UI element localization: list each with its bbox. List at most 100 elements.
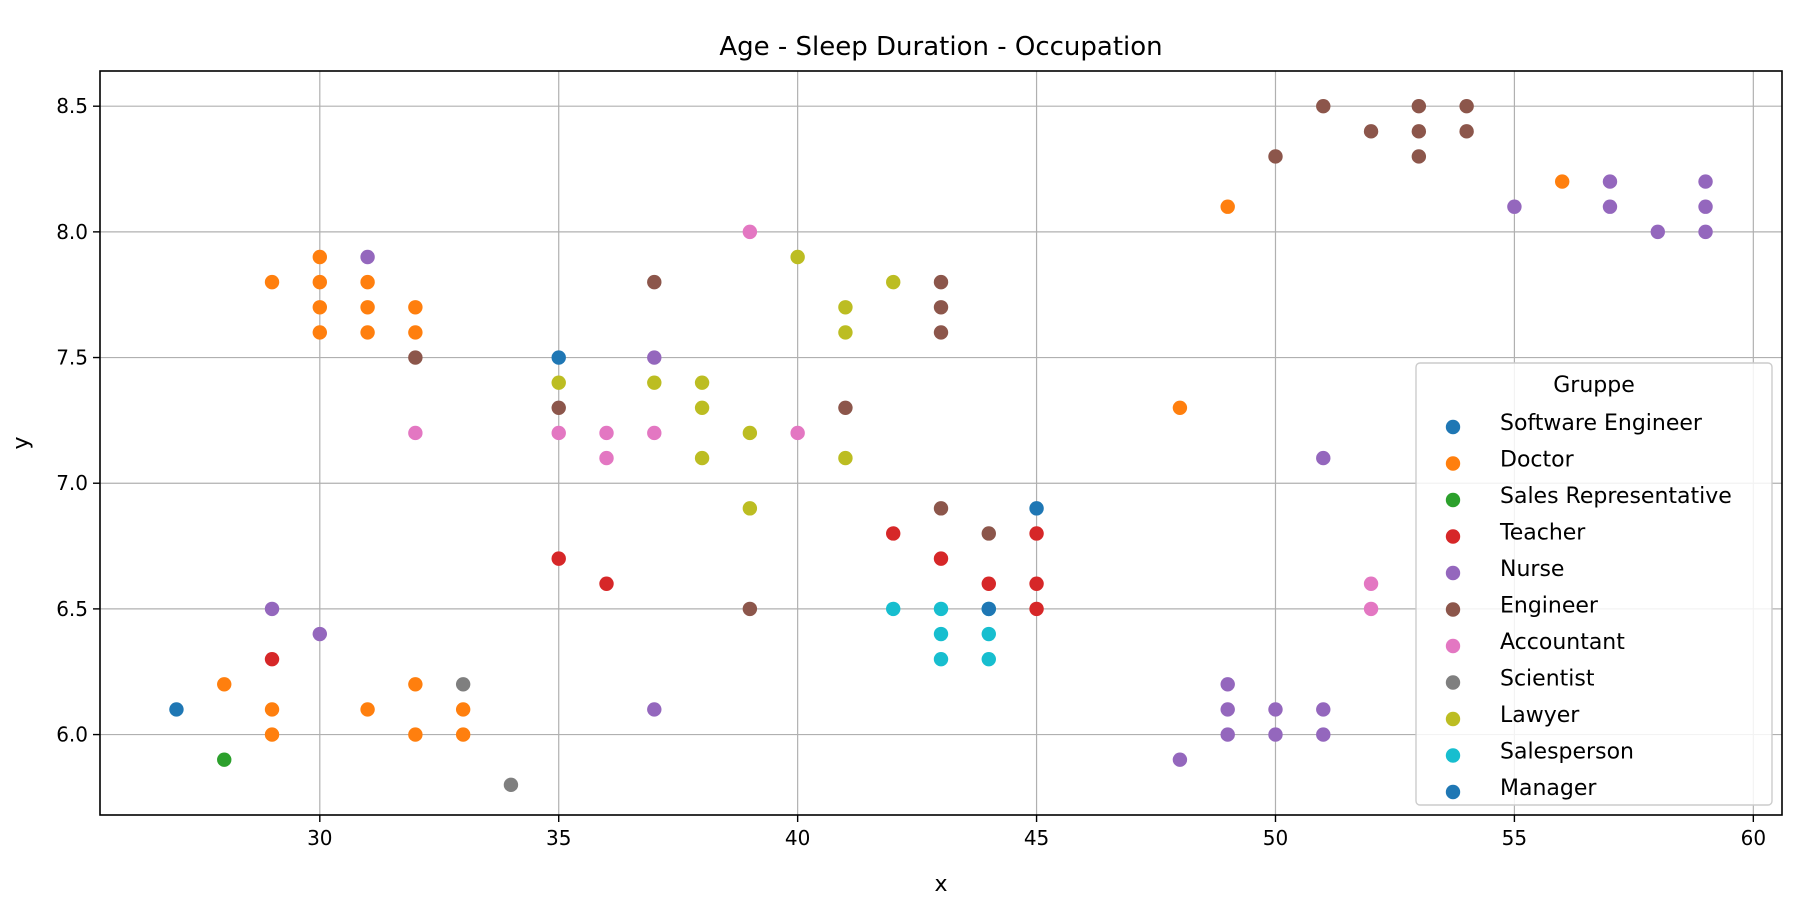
series-points [408, 98, 1474, 617]
data-point [1411, 149, 1427, 164]
data-point [312, 325, 328, 340]
legend-entry-label: Software Engineer [1500, 411, 1703, 436]
data-point [312, 274, 328, 290]
data-point [1554, 174, 1570, 189]
data-point [264, 702, 280, 717]
legend-entry-label: Engineer [1500, 594, 1599, 619]
data-point [1363, 601, 1379, 617]
x-tick-label: 35 [546, 826, 571, 850]
legend-marker [1445, 565, 1461, 581]
data-point [551, 400, 566, 416]
data-point [408, 677, 423, 692]
legend-marker [1445, 638, 1461, 654]
data-point [1268, 702, 1283, 717]
data-point [790, 425, 805, 441]
legend-entry-label: Scientist [1500, 667, 1595, 692]
data-point [1316, 702, 1331, 717]
y-tick-label: 7.0 [56, 471, 88, 495]
legend-marker [1445, 456, 1461, 471]
data-point [647, 375, 662, 390]
legend-entry-label: Salesperson [1500, 740, 1634, 765]
data-point [408, 425, 423, 441]
legend-entry-label: Sales Representative [1500, 484, 1732, 509]
data-point [217, 677, 232, 692]
series-points [886, 601, 996, 667]
legend-marker [1445, 602, 1461, 617]
data-point [1507, 199, 1522, 214]
data-point [790, 249, 805, 265]
y-tick-label: 6.0 [56, 723, 88, 747]
data-point [742, 501, 758, 516]
series-points [217, 174, 1570, 742]
data-point [503, 777, 519, 793]
legend-marker [1445, 711, 1461, 727]
legend-marker [1445, 675, 1461, 690]
data-point [933, 601, 949, 617]
x-tick-label: 60 [1741, 826, 1766, 850]
data-point [1172, 752, 1188, 767]
data-point [264, 651, 280, 667]
legend-entry-label: Accountant [1500, 630, 1625, 655]
data-point [455, 677, 471, 692]
x-tick-label: 55 [1502, 826, 1527, 850]
y-tick-label: 8.0 [56, 220, 88, 244]
data-points [169, 98, 1713, 793]
legend-marker [1445, 529, 1461, 544]
data-point [886, 526, 901, 541]
axis-ticks: 30 35 40 45 50 55 60 6.0 6.5 7.0 7.5 8.0 8.5 [56, 94, 1766, 850]
data-point [217, 752, 232, 767]
data-point [551, 375, 566, 390]
data-point [1698, 224, 1713, 240]
data-point [599, 450, 614, 466]
data-point [933, 551, 949, 566]
legend-entries: Software Engineer Doctor Sales Representat… [1445, 411, 1732, 801]
data-point [886, 274, 901, 290]
legend-entry-label: Teacher [1499, 521, 1586, 546]
series-points [217, 752, 232, 767]
data-point [551, 551, 566, 566]
data-point [838, 400, 853, 416]
data-point [933, 651, 949, 667]
series-points [264, 526, 1044, 667]
data-point [312, 300, 328, 315]
data-point [1459, 98, 1474, 114]
y-tick-label: 6.5 [56, 597, 88, 621]
data-point [312, 626, 328, 642]
data-point [981, 526, 996, 541]
data-point [1698, 199, 1713, 214]
data-point [981, 601, 996, 617]
x-tick-label: 50 [1263, 826, 1288, 850]
data-point [933, 626, 949, 642]
data-point [455, 702, 471, 717]
data-point [360, 249, 375, 265]
data-point [838, 300, 853, 315]
data-point [1029, 501, 1044, 516]
legend-marker [1445, 748, 1461, 763]
data-point [1220, 727, 1235, 742]
x-axis-label: x [934, 872, 947, 897]
data-point [264, 274, 280, 290]
data-point [1268, 727, 1283, 742]
data-point [551, 425, 566, 441]
data-point [1698, 174, 1713, 189]
series-points [264, 174, 1713, 767]
data-point [408, 350, 423, 365]
plot-frame [99, 70, 1783, 816]
data-point [886, 601, 901, 617]
legend-entry-label: Nurse [1500, 557, 1564, 582]
data-point [1602, 174, 1618, 189]
data-point [1029, 526, 1044, 541]
data-point [1602, 199, 1618, 214]
data-point [1220, 702, 1235, 717]
data-point [1316, 727, 1331, 742]
y-axis-label: y [9, 436, 34, 449]
data-point [1172, 400, 1188, 416]
data-point [1363, 576, 1379, 591]
series-points [455, 677, 519, 793]
data-point [981, 651, 996, 667]
legend-entry-label: Manager [1500, 776, 1597, 801]
data-point [1411, 124, 1427, 139]
data-point [264, 601, 280, 617]
data-point [981, 576, 996, 591]
y-tick-label: 8.5 [56, 94, 88, 118]
